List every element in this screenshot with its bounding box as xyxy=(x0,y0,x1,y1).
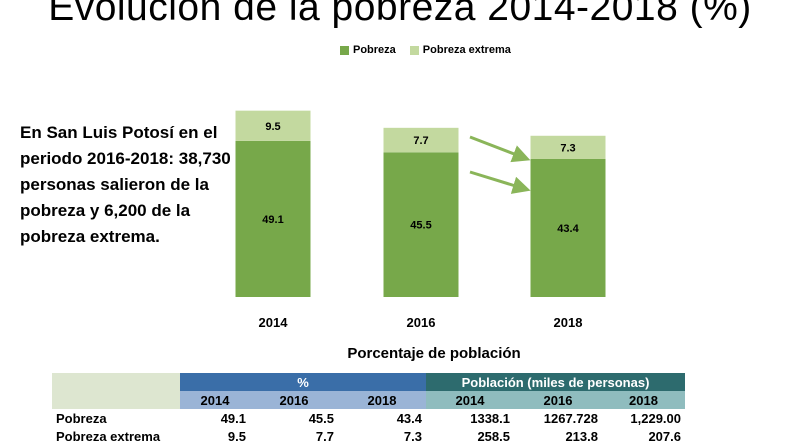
chart-legend: Pobreza Pobreza extrema xyxy=(340,44,525,56)
legend-item-pobreza: Pobreza xyxy=(340,44,396,56)
table-cell: 213.8 xyxy=(565,428,598,444)
data-label-pobreza-extrema-2014: 9.5 xyxy=(265,121,280,133)
x-tick-label-2018: 2018 xyxy=(554,315,583,330)
legend-item-pobreza-extrema: Pobreza extrema xyxy=(409,44,511,56)
arrow-pobreza-extrema xyxy=(469,135,531,163)
data-label-pobreza-2016: 45.5 xyxy=(410,220,431,232)
table-year-corner xyxy=(52,391,180,409)
table-year-cell: 2018 xyxy=(338,391,426,409)
table-group-header-row: % Población (miles de personas) xyxy=(52,373,685,391)
bar-pobreza-extrema-2018 xyxy=(530,135,606,159)
table-group-pct: % xyxy=(180,373,426,391)
x-tick-label-2016: 2016 xyxy=(407,315,436,330)
table-cell: 9.5 xyxy=(227,428,246,444)
x-tick-label-2014: 2014 xyxy=(259,315,289,330)
data-label-pobreza-extrema-2016: 7.7 xyxy=(413,135,428,147)
table-year-cell: 2018 xyxy=(602,391,685,409)
table-year-row: 2014 2016 2018 2014 2016 2018 xyxy=(52,391,685,409)
chart-title: Evolución de la pobreza 2014-2018 (%) xyxy=(48,0,752,29)
table-cell: 1267.728 xyxy=(543,410,598,426)
table-cell: 1338.1 xyxy=(470,410,510,426)
table-row: Pobreza extrema 9.5 7.7 7.3 258.5 213.8 … xyxy=(52,427,685,445)
table-cell: 7.7 xyxy=(315,428,334,444)
table-cell: 49.1 xyxy=(220,410,246,426)
table-row-label: Pobreza extrema xyxy=(56,428,161,444)
table-row: Pobreza 49.1 45.5 43.4 1338.1 1267.728 1… xyxy=(52,409,685,427)
table-year-cell: 2016 xyxy=(250,391,338,409)
legend-label-pobreza: Pobreza xyxy=(353,44,396,56)
stacked-bar-chart: 49.1 9.5 2014 45.5 7.7 2016 43.4 7.3 2018 xyxy=(235,110,606,330)
legend-label-pobreza-extrema: Pobreza extrema xyxy=(422,44,511,56)
table-cell: 207.6 xyxy=(648,428,681,444)
bar-pobreza-2016 xyxy=(383,152,459,297)
legend-swatch-pobreza-extrema xyxy=(409,45,419,55)
table-year-cell: 2014 xyxy=(180,391,250,409)
table-row-label: Pobreza xyxy=(56,410,107,426)
table-year-cell: 2014 xyxy=(426,391,514,409)
table-title: Porcentaje de población xyxy=(347,345,521,362)
bar-pobreza-2014 xyxy=(235,140,311,297)
bar-pobreza-2018 xyxy=(530,158,606,297)
table-corner-cell xyxy=(52,373,180,391)
data-label-pobreza-2014: 49.1 xyxy=(262,214,283,226)
table-cell: 1,229.00 xyxy=(630,410,681,426)
population-table: % Población (miles de personas) 2014 201… xyxy=(52,373,685,445)
arrow-pobreza xyxy=(469,170,531,194)
bar-pobreza-extrema-2016 xyxy=(383,127,459,153)
table-cell: 43.4 xyxy=(396,410,422,426)
legend-swatch-pobreza xyxy=(340,45,349,55)
data-label-pobreza-2018: 43.4 xyxy=(557,223,579,235)
table-cell: 7.3 xyxy=(403,428,422,444)
note-text: En San Luis Potosí en el periodo 2016-20… xyxy=(20,123,231,246)
table-cell: 258.5 xyxy=(477,428,510,444)
table-cell: 45.5 xyxy=(308,410,334,426)
table-group-pop: Población (miles de personas) xyxy=(426,373,685,391)
table-year-cell: 2016 xyxy=(514,391,602,409)
data-label-pobreza-extrema-2018: 7.3 xyxy=(560,142,575,154)
bar-pobreza-extrema-2014 xyxy=(235,110,311,141)
